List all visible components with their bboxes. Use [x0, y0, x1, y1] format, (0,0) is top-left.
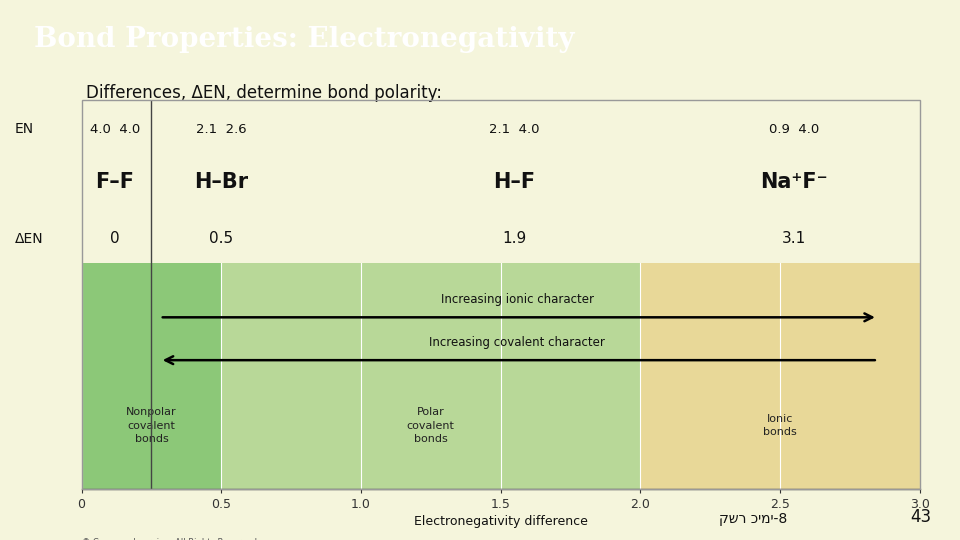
Text: Increasing ionic character: Increasing ionic character: [441, 293, 594, 306]
Text: Nonpolar
covalent
bonds: Nonpolar covalent bonds: [126, 407, 177, 444]
X-axis label: Electronegativity difference: Electronegativity difference: [414, 515, 588, 528]
Text: EN: EN: [14, 122, 34, 136]
Text: 0.5: 0.5: [209, 231, 233, 246]
Text: Ionic
bonds: Ionic bonds: [763, 414, 797, 437]
Bar: [221, 263, 640, 489]
Text: H–Br: H–Br: [194, 172, 249, 192]
Text: F–F: F–F: [96, 172, 134, 192]
Text: 1.9: 1.9: [502, 231, 527, 246]
Text: 2.1  4.0: 2.1 4.0: [490, 123, 540, 136]
Text: © Cengage Learning. All Rights Reserved.: © Cengage Learning. All Rights Reserved.: [82, 538, 259, 540]
Text: Increasing covalent character: Increasing covalent character: [429, 336, 606, 349]
Text: 3.1: 3.1: [781, 231, 806, 246]
Text: H–F: H–F: [493, 172, 536, 192]
Text: Polar
covalent
bonds: Polar covalent bonds: [407, 407, 455, 444]
Text: 0.9  4.0: 0.9 4.0: [769, 123, 819, 136]
Bar: [640, 263, 920, 489]
Text: ΔEN: ΔEN: [14, 232, 43, 246]
Text: 4.0  4.0: 4.0 4.0: [90, 123, 140, 136]
Text: Bond Properties: Electronegativity: Bond Properties: Electronegativity: [34, 26, 574, 53]
Text: קשר כימי-8: קשר כימי-8: [719, 512, 787, 526]
Text: 43: 43: [910, 509, 931, 526]
Text: 0: 0: [110, 231, 120, 246]
Text: Na⁺F⁻: Na⁺F⁻: [760, 172, 828, 192]
Text: 2.1  2.6: 2.1 2.6: [196, 123, 247, 136]
Bar: [82, 263, 221, 489]
Text: Differences, ΔEN, determine bond polarity:: Differences, ΔEN, determine bond polarit…: [86, 84, 443, 102]
